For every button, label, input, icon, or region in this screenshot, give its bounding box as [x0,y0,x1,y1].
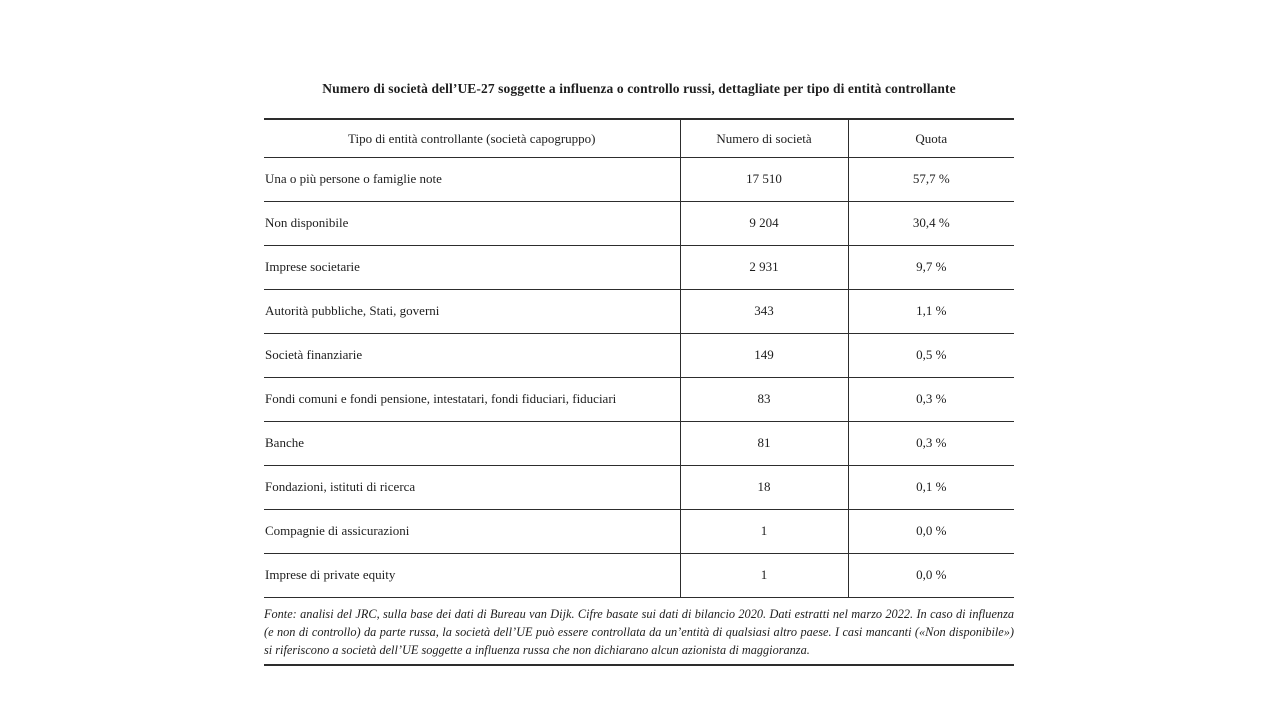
table-body: Una o più persone o famiglie note 17 510 5… [264,157,1014,598]
footnote-row: Fonte: analisi del JRC, sulla base dei d… [264,597,1014,666]
table-row: Imprese di private equity 1 0,0 % [264,553,1014,598]
table-row: Fondi comuni e fondi pensione, intestata… [264,377,1014,422]
row-numero-cell: 1 [680,509,849,554]
row-numero-cell: 2 931 [680,245,849,290]
table-row: Una o più persone o famiglie note 17 510 5… [264,157,1014,202]
document-page: Numero di società dell’UE-27 soggette a … [264,81,1014,666]
row-quota-cell: 1,1 % [848,289,1014,334]
row-tipo-cell: Compagnie di assicurazioni [264,509,681,554]
row-quota-cell: 0,3 % [848,377,1014,422]
row-quota-cell: 0,5 % [848,333,1014,378]
row-tipo-cell: Società finanziarie [264,333,681,378]
row-numero-cell: 81 [680,421,849,466]
row-numero-cell: 9 204 [680,201,849,246]
table-row: Compagnie di assicurazioni 1 0,0 % [264,509,1014,554]
col-header-quota: Quota [848,118,1014,158]
table-row: Fondazioni, istituti di ricerca 18 0,1 % [264,465,1014,510]
row-quota-cell: 0,0 % [848,553,1014,598]
row-quota-cell: 57,7 % [848,157,1014,202]
table-row: Non disponibile 9 204 30,4 % [264,201,1014,246]
table-row: Autorità pubbliche, Stati, governi 343 1,1… [264,289,1014,334]
row-tipo-cell: Fondazioni, istituti di ricerca [264,465,681,510]
row-tipo-cell: Non disponibile [264,201,681,246]
header-row: Tipo di entità controllante (società cap… [264,118,1014,158]
row-quota-cell: 0,1 % [848,465,1014,510]
row-numero-cell: 17 510 [680,157,849,202]
row-numero-cell: 343 [680,289,849,334]
table-title: Numero di società dell’UE-27 soggette a … [322,81,956,96]
row-numero-cell: 18 [680,465,849,510]
table-header: Tipo di entità controllante (società cap… [264,118,1014,158]
source-footnote: Fonte: analisi del JRC, sulla base dei d… [264,597,1014,666]
row-tipo-cell: Imprese societarie [264,245,681,290]
row-quota-cell: 0,3 % [848,421,1014,466]
data-table: Tipo di entità controllante (società cap… [264,118,1014,666]
row-tipo-cell: Fondi comuni e fondi pensione, intestata… [264,377,681,422]
row-quota-cell: 0,0 % [848,509,1014,554]
row-tipo-cell: Autorità pubbliche, Stati, governi [264,289,681,334]
row-numero-cell: 1 [680,553,849,598]
row-tipo-cell: Una o più persone o famiglie note [264,157,681,202]
table-row: Imprese societarie 2 931 9,7 % [264,245,1014,290]
row-quota-cell: 30,4 % [848,201,1014,246]
table-row: Società finanziarie 149 0,5 % [264,333,1014,378]
row-numero-cell: 149 [680,333,849,378]
table-footer: Fonte: analisi del JRC, sulla base dei d… [264,597,1014,666]
row-tipo-cell: Imprese di private equity [264,553,681,598]
row-quota-cell: 9,7 % [848,245,1014,290]
row-numero-cell: 83 [680,377,849,422]
col-header-numero: Numero di società [680,118,849,158]
table-row: Banche 81 0,3 % [264,421,1014,466]
row-tipo-cell: Banche [264,421,681,466]
col-header-tipo: Tipo di entità controllante (società cap… [264,118,681,158]
